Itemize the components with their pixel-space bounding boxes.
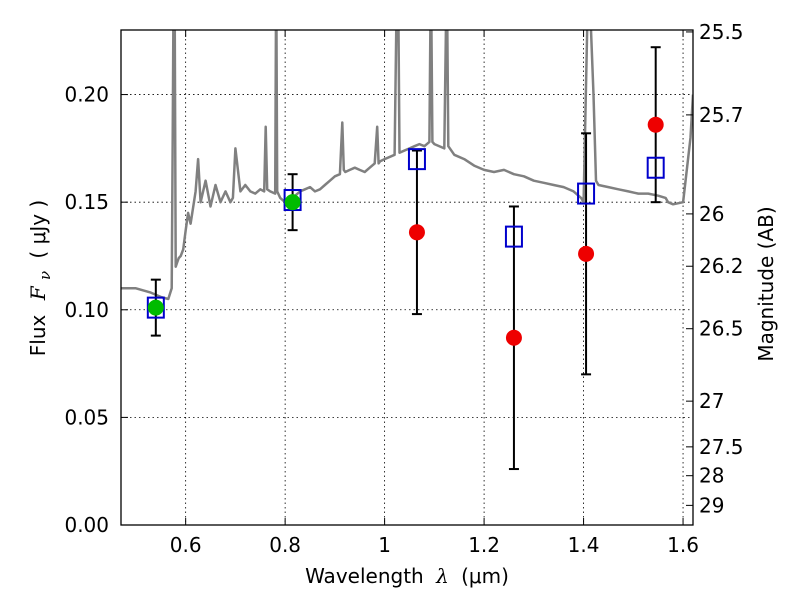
y-axis-label-unit: ( μJy ): [26, 200, 50, 259]
x-axis-label-unit: (μm): [461, 564, 509, 588]
y-tick-label: 0.05: [64, 405, 109, 429]
data-marks: [146, 46, 665, 471]
y-tick-label: 0.15: [64, 190, 109, 214]
y2-axis-label: Magnitude (AB): [754, 206, 778, 361]
y2-tick-label: 26.5: [699, 317, 744, 341]
x-axis-label: Wavelength λ (μm): [305, 564, 509, 588]
detection-point: [147, 299, 164, 316]
y2-tick-label: 25.5: [699, 20, 744, 44]
model-square-marker: [646, 156, 665, 179]
x-axis-label-symbol: λ: [435, 564, 449, 588]
y2-tick-label: 27.5: [699, 435, 744, 459]
model-square-marker: [504, 225, 523, 248]
x-tick-label: 1: [378, 533, 391, 557]
y-axis-label-text: Flux: [26, 314, 50, 356]
y-axis-label: Flux F ν ( μJy ): [26, 200, 55, 356]
y-axis-label-subscript: ν: [36, 271, 54, 280]
spectrum-line: [121, 30, 693, 301]
y2-tick-label: 28: [699, 464, 724, 488]
plot-frame: [120, 29, 694, 526]
y2-tick-label: 29: [699, 493, 724, 517]
low-snr-point: [578, 245, 595, 262]
detection-point: [284, 194, 301, 211]
x-tick-label: 0.8: [269, 533, 301, 557]
model-square-marker: [407, 148, 426, 171]
y-tick-label: 0.10: [64, 298, 109, 322]
x-tick-label: 1.6: [667, 533, 699, 557]
y2-tick-label: 26.2: [699, 254, 744, 278]
axis-ticks: [121, 30, 693, 526]
y2-tick-label: 27: [699, 389, 724, 413]
model-square-marker: [577, 182, 596, 205]
y2-tick-label: 26: [699, 202, 724, 226]
y-tick-label: 0.00: [64, 513, 109, 537]
y-tick-label: 0.20: [64, 83, 109, 107]
x-tick-label: 1.2: [468, 533, 500, 557]
plot-background: [121, 30, 693, 525]
y2-tick-label: 25.7: [699, 103, 744, 127]
low-snr-point: [505, 329, 522, 346]
x-tick-label: 1.4: [568, 533, 600, 557]
y-axis-label-symbol: F: [26, 285, 50, 301]
low-snr-point: [647, 116, 664, 133]
x-axis-label-text: Wavelength: [305, 564, 424, 588]
x-tick-label: 0.6: [170, 533, 202, 557]
low-snr-point: [408, 224, 425, 241]
tick-labels: 0.6 0.8 1 1.2 1.4 1.6 0.00 0.05 0.10 0.15 0.20 25.5…: [64, 20, 743, 557]
